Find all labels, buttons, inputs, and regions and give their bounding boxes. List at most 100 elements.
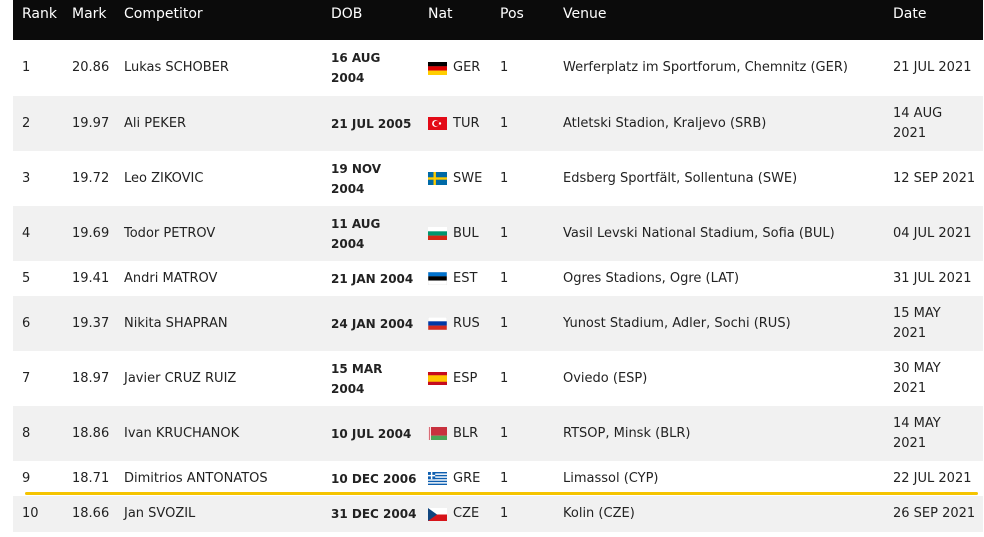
flag bbox=[428, 507, 447, 521]
venue-cell: RTSOP, Minsk (BLR) bbox=[563, 425, 691, 441]
qualification-line bbox=[25, 492, 978, 495]
dob-cell: 21 JUL 2005 bbox=[331, 116, 412, 131]
flag-cell bbox=[428, 40, 447, 96]
date-cell: 14 AUG 2021 bbox=[893, 105, 943, 141]
date-cell: 04 JUL 2021 bbox=[893, 225, 972, 241]
dob-cell: 24 JAN 2004 bbox=[331, 316, 414, 331]
dob-cell: 11 AUG 2004 bbox=[331, 216, 381, 251]
mark-cell: 19.72 bbox=[72, 170, 110, 186]
competitor-cell: Todor PETROV bbox=[124, 225, 216, 241]
competitor-cell: Andri MATROV bbox=[124, 270, 218, 286]
dob-cell: 19 NOV 2004 bbox=[331, 161, 382, 196]
header-row: Rank Mark Competitor DOB Nat Pos Venue Date bbox=[13, 0, 983, 40]
rank-cell: 1 bbox=[22, 60, 31, 75]
flag-cell bbox=[428, 96, 447, 151]
flag bbox=[428, 61, 447, 75]
column-header: Date bbox=[893, 6, 927, 22]
flag-cell bbox=[428, 461, 447, 496]
venue-cell: Werferplatz im Sportforum, Chemnitz (GER… bbox=[563, 60, 848, 75]
pos-cell: 1 bbox=[500, 225, 509, 241]
rank-cell: 10 bbox=[22, 506, 39, 521]
nat-cell: TUR bbox=[453, 115, 480, 131]
flag bbox=[428, 272, 447, 285]
ranking-table: Rank Mark Competitor DOB Nat Pos Venue Date 1 20… bbox=[13, 0, 983, 532]
column-header: DOB bbox=[331, 6, 363, 22]
rank-cell: 2 bbox=[22, 115, 31, 131]
competitor-cell: Dimitrios ANTONATOS bbox=[124, 470, 268, 486]
table-row: 2 19.97 Ali PEKER 21 JUL 2005 TUR 1 Atletski S… bbox=[13, 96, 983, 151]
table-row: 9 18.71 Dimitrios ANTONATOS 10 DEC 2006 GRE 1… bbox=[13, 461, 983, 496]
date-cell: 12 SEP 2021 bbox=[893, 170, 976, 186]
table-row: 5 19.41 Andri MATROV 21 JAN 2004 EST 1 Ogres S… bbox=[13, 261, 983, 296]
competitor-cell: Leo ZIKOVIC bbox=[124, 170, 204, 186]
nat-cell: GER bbox=[453, 60, 481, 75]
nat-cell: CZE bbox=[453, 506, 480, 521]
flag-cell bbox=[428, 351, 447, 406]
column-header: Venue bbox=[563, 6, 607, 22]
flag-cell bbox=[428, 296, 447, 351]
column-header: Nat bbox=[428, 6, 453, 22]
nat-cell: BUL bbox=[453, 225, 479, 241]
table-row: 10 18.66 Jan SVOZIL 31 DEC 2004 CZE 1 Kolin (C… bbox=[13, 496, 983, 532]
pos-cell: 1 bbox=[500, 425, 509, 441]
pos-cell: 1 bbox=[500, 470, 509, 486]
mark-cell: 19.37 bbox=[72, 315, 110, 331]
mark-cell: 19.69 bbox=[72, 225, 110, 241]
flag bbox=[428, 472, 447, 485]
mark-cell: 20.86 bbox=[72, 60, 110, 75]
flag bbox=[428, 372, 447, 385]
rank-cell: 6 bbox=[22, 315, 31, 331]
column-header: Competitor bbox=[124, 6, 203, 22]
dob-cell: 31 DEC 2004 bbox=[331, 507, 417, 521]
date-cell: 30 MAY 2021 bbox=[893, 360, 941, 396]
table-row: 1 20.86 Lukas SCHOBER 16 AUG 2004 GER 1 Werfer… bbox=[13, 40, 983, 96]
date-cell: 22 JUL 2021 bbox=[893, 470, 972, 486]
mark-cell: 19.41 bbox=[72, 270, 110, 286]
nat-cell: GRE bbox=[453, 470, 481, 486]
mark-cell: 18.71 bbox=[72, 470, 110, 486]
column-header: Pos bbox=[500, 6, 524, 22]
dob-cell: 10 JUL 2004 bbox=[331, 426, 412, 441]
dob-cell: 10 DEC 2006 bbox=[331, 471, 417, 486]
venue-cell: Kolin (CZE) bbox=[563, 506, 635, 521]
column-header: Rank bbox=[22, 6, 57, 22]
venue-cell: Yunost Stadium, Adler, Sochi (RUS) bbox=[563, 315, 791, 331]
flag-cell bbox=[428, 406, 447, 461]
rank-cell: 3 bbox=[22, 170, 31, 186]
table-row: 8 18.86 Ivan KRUCHANOK 10 JUL 2004 BLR 1 RTSOP… bbox=[13, 406, 983, 461]
date-cell: 21 JUL 2021 bbox=[893, 60, 972, 75]
venue-cell: Atletski Stadion, Kraljevo (SRB) bbox=[563, 115, 767, 131]
pos-cell: 1 bbox=[500, 170, 509, 186]
column-header: Mark bbox=[72, 6, 107, 22]
nat-cell: EST bbox=[453, 270, 478, 286]
flag bbox=[428, 317, 447, 330]
rank-cell: 8 bbox=[22, 425, 31, 441]
venue-cell: Oviedo (ESP) bbox=[563, 370, 648, 386]
dob-cell: 16 AUG 2004 bbox=[331, 51, 381, 85]
competitor-cell: Javier CRUZ RUIZ bbox=[124, 370, 237, 386]
mark-cell: 18.97 bbox=[72, 370, 110, 386]
pos-cell: 1 bbox=[500, 60, 509, 75]
rank-cell: 7 bbox=[22, 370, 31, 386]
date-cell: 31 JUL 2021 bbox=[893, 270, 972, 286]
dob-cell: 21 JAN 2004 bbox=[331, 271, 414, 286]
nat-cell: ESP bbox=[453, 370, 478, 386]
flag-cell bbox=[428, 261, 447, 296]
nat-cell: RUS bbox=[453, 315, 480, 331]
flag bbox=[428, 427, 447, 440]
nat-cell: SWE bbox=[453, 170, 483, 186]
date-cell: 15 MAY 2021 bbox=[893, 305, 941, 341]
pos-cell: 1 bbox=[500, 506, 509, 521]
venue-cell: Vasil Levski National Stadium, Sofia (BU… bbox=[563, 225, 835, 241]
competitor-cell: Ivan KRUCHANOK bbox=[124, 425, 240, 441]
competitor-cell: Jan SVOZIL bbox=[124, 506, 196, 521]
pos-cell: 1 bbox=[500, 270, 509, 286]
rank-cell: 4 bbox=[22, 225, 31, 241]
pos-cell: 1 bbox=[500, 315, 509, 331]
rank-cell: 5 bbox=[22, 270, 31, 286]
mark-cell: 19.97 bbox=[72, 115, 110, 131]
date-cell: 14 MAY 2021 bbox=[893, 415, 941, 451]
mark-cell: 18.86 bbox=[72, 425, 110, 441]
table-row: 6 19.37 Nikita SHAPRAN 24 JAN 2004 RUS 1 Yunos… bbox=[13, 296, 983, 351]
